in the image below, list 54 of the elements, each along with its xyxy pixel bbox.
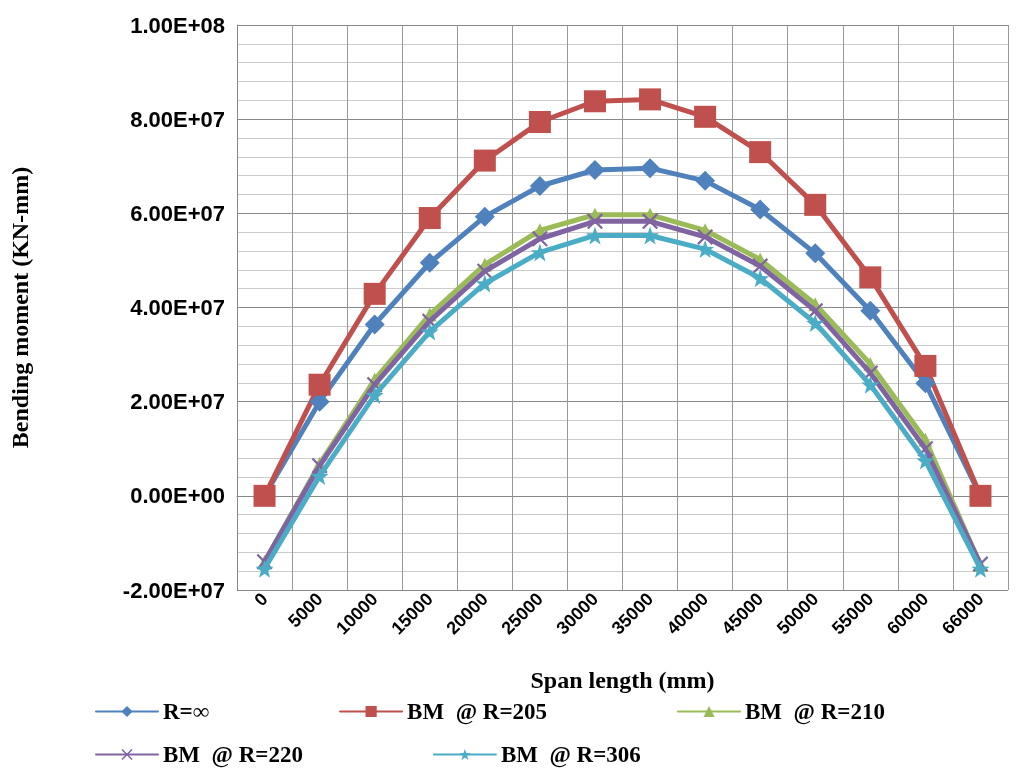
point xyxy=(586,213,603,230)
point xyxy=(916,451,935,470)
point xyxy=(418,207,441,230)
legend-label: BM @ R=306 xyxy=(500,742,641,768)
legend-label: R=∞ xyxy=(163,699,210,724)
y-tick-label: 2.00E+07 xyxy=(130,389,225,415)
point xyxy=(308,373,331,396)
point xyxy=(363,282,386,305)
point xyxy=(749,141,772,164)
point xyxy=(805,243,826,264)
point xyxy=(750,199,771,220)
point xyxy=(752,258,769,275)
legend-label: BM @ R=210 xyxy=(745,699,885,725)
point xyxy=(419,252,440,273)
point xyxy=(859,266,882,289)
point xyxy=(804,193,827,216)
point xyxy=(365,386,384,405)
point xyxy=(694,105,717,128)
y-tick-label: -2.00E+07 xyxy=(122,577,225,603)
point xyxy=(861,375,880,394)
y-tick-label: 4.00E+07 xyxy=(130,295,225,320)
point xyxy=(583,90,606,113)
y-tick-label: 1.00E+08 xyxy=(130,12,225,38)
x-tick-label: 0 xyxy=(250,588,272,611)
point xyxy=(420,322,439,341)
legend-label: BM @ R=205 xyxy=(407,699,548,725)
point xyxy=(697,228,714,245)
point xyxy=(914,354,937,377)
y-axis-title: Bending moment (KN-mm) xyxy=(7,166,33,449)
point xyxy=(528,110,551,133)
point xyxy=(310,467,329,486)
point xyxy=(364,314,385,335)
point xyxy=(860,300,881,321)
point xyxy=(529,176,550,197)
y-tick-label: 8.00E+07 xyxy=(130,106,225,132)
y-tick-label: 6.00E+07 xyxy=(130,200,225,226)
point xyxy=(640,158,661,179)
point xyxy=(806,314,825,333)
point xyxy=(971,559,990,578)
point xyxy=(473,149,496,172)
point xyxy=(531,230,548,247)
point xyxy=(751,269,770,288)
point xyxy=(807,302,824,319)
point xyxy=(584,160,605,181)
y-tick-label: 0.00E+00 xyxy=(130,483,225,509)
x-axis-title: Span length (mm) xyxy=(530,667,715,693)
point xyxy=(639,88,662,111)
point xyxy=(475,274,494,293)
point xyxy=(476,263,493,280)
point xyxy=(474,206,495,227)
point xyxy=(695,170,716,191)
legend-label: BM @ R=220 xyxy=(163,742,303,768)
point xyxy=(642,213,659,230)
point xyxy=(255,559,274,578)
